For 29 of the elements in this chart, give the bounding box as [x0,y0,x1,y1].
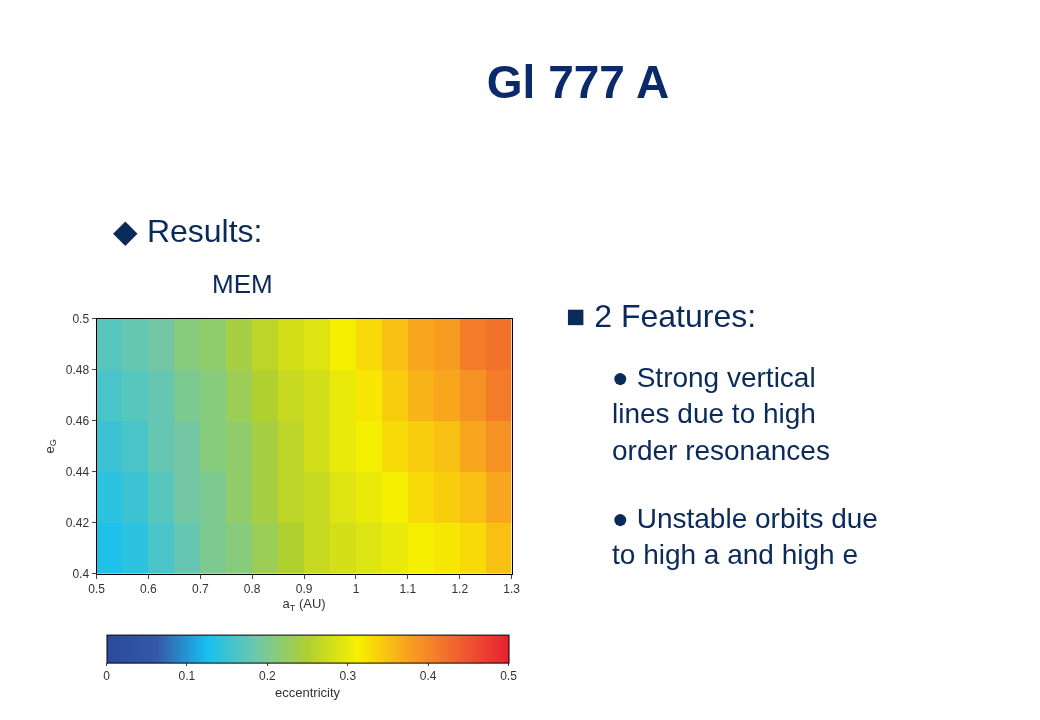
color-bar-label: 0.1 [178,669,196,684]
y-tick-label: 0.5 [72,312,90,327]
x-axis-title: a$_{T}$ (AU) [282,596,326,613]
x-tick-label: 0.9 [295,582,313,597]
color-bar-label: 0.3 [339,669,357,684]
color-bar-label: 0 [103,669,111,684]
text: ■ 2 Features: [566,298,757,334]
y-tick-label: 0.42 [65,515,90,530]
x-tick-label: 1.1 [399,582,417,597]
text: MEM [212,269,273,299]
x-tick-label: 0.7 [191,582,209,597]
x-tick-label: 1.3 [503,582,521,597]
color-bar-label: 0.2 [258,669,276,684]
x-tick-label: 0.6 [140,582,158,597]
x-tick-label: 1 [352,582,360,597]
text: ● Unstable orbits due to high a and high e [612,503,878,571]
chart-title: Gl 777 A [486,56,670,109]
y-tick-label: 0.48 [65,363,90,378]
y-tick-label: 0.44 [65,464,90,479]
y-tick-label: 0.4 [72,566,90,581]
color-bar-label: 0.4 [419,669,437,684]
x-tick-label: 0.8 [243,582,261,597]
color-bar-label: 0.5 [500,669,518,684]
y-tick-label: 0.46 [65,414,90,428]
text: ◆ Results: [113,213,263,249]
text: ● Strong vertical lines due to high order resonances [612,362,830,466]
x-tick-label: 0.5 [88,582,106,597]
color-bar-title: eccentricity [275,685,341,701]
x-tick-label: 1.2 [451,582,469,597]
